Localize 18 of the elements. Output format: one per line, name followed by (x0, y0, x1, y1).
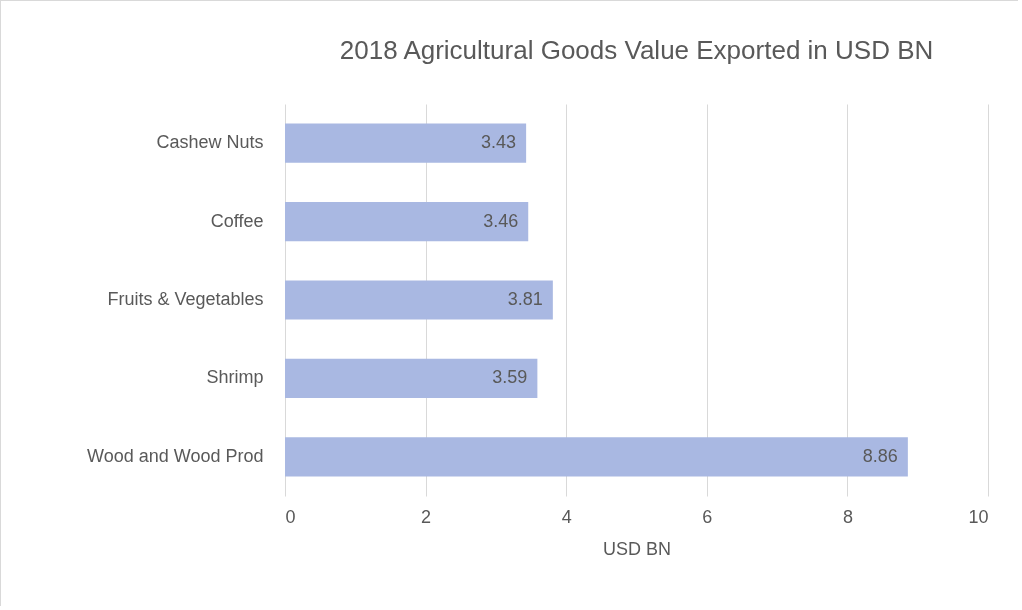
x-tick-label: 6 (702, 506, 713, 527)
data-label: 3.46 (483, 210, 519, 231)
x-tick-label: 10 (968, 506, 989, 527)
x-tick-label: 0 (285, 506, 296, 527)
x-tick-label: 8 (842, 506, 853, 527)
data-label: 3.43 (481, 132, 517, 153)
y-tick-label: Shrimp (206, 367, 264, 388)
data-label: 3.81 (507, 289, 543, 309)
x-axis-title: USD BN (602, 538, 672, 559)
y-tick-label: Fruits & Vegetables (107, 289, 264, 309)
y-tick-label: Coffee (210, 210, 264, 231)
data-label: 3.59 (492, 367, 528, 388)
y-tick-label: Wood and Wood Prod (87, 445, 264, 466)
x-tick-label: 2 (421, 506, 432, 527)
chart-title: 2018 Agricultural Goods Value Exported in USD BN (339, 35, 934, 65)
data-label: 8.86 (862, 445, 898, 466)
y-tick-label: Cashew Nuts (156, 132, 264, 153)
x-tick-label: 4 (561, 506, 572, 527)
